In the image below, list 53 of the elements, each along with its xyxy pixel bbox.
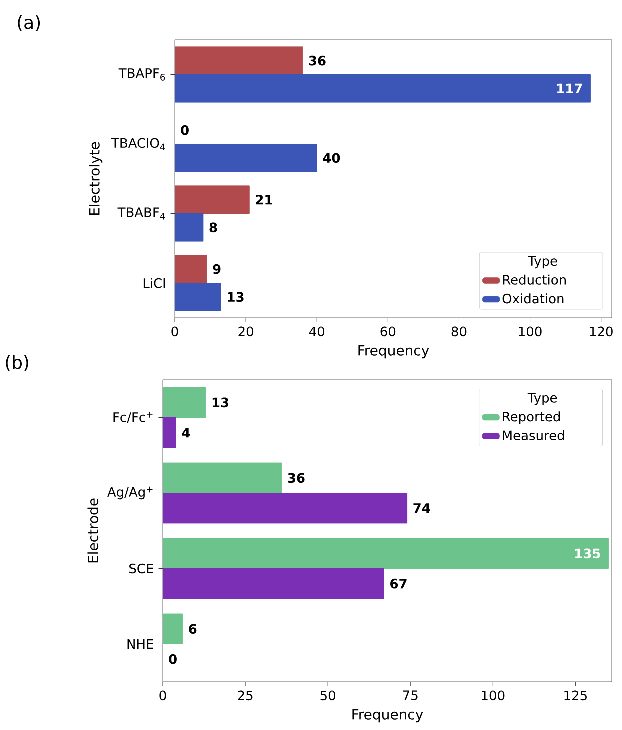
data-label: 135: [576, 548, 600, 559]
x-tick-label: 20: [238, 326, 254, 337]
data-label: 6: [189, 624, 197, 634]
x-axis-title: Frequency: [358, 345, 430, 359]
y-tick-label: TBAClO$_{4}$: [111, 138, 166, 150]
x-tick-label: 80: [452, 326, 467, 337]
x-tick-label: 25: [238, 690, 253, 701]
x-tick-label: 100: [519, 326, 542, 337]
y-tick-label: SCE: [130, 564, 154, 574]
y-axis-title: Electrolyte: [89, 142, 103, 216]
legend-label: Oxidation: [502, 294, 564, 304]
text: (b): [6, 355, 28, 372]
data-label: 13: [228, 292, 244, 302]
legend-label: Reported: [503, 412, 560, 424]
x-tick-label: 0: [172, 326, 178, 337]
data-label: 36: [288, 473, 305, 484]
data-label: 36: [309, 56, 326, 66]
data-label: 117: [557, 84, 582, 94]
y-tick-label: Ag/Ag$^{+}$: [108, 486, 153, 500]
data-label: 67: [390, 578, 407, 589]
bar: [175, 144, 318, 172]
x-tick-label: 50: [320, 690, 336, 701]
text: (a): [18, 15, 40, 32]
legend-label: Reduction: [503, 274, 566, 285]
y-tick-label: LiCl: [144, 278, 165, 288]
legend-title: Type: [528, 256, 558, 269]
data-label: 21: [256, 195, 272, 205]
x-tick-label: 0: [160, 690, 166, 701]
y-tick-label: TBAPF$_{6}$: [118, 68, 166, 81]
y-tick-label: NHE: [128, 640, 154, 649]
data-label: 13: [212, 398, 229, 408]
data-label: 8: [210, 222, 218, 233]
data-label: 9: [213, 264, 221, 274]
legend-label: Measured: [503, 430, 564, 441]
data-label: 0: [181, 125, 189, 136]
data-label: 4: [182, 428, 190, 438]
x-tick-label: 100: [482, 690, 505, 701]
x-axis-title: Frequency: [352, 709, 424, 723]
y-tick-label: Fc/Fc$^{+}$: [114, 412, 153, 424]
y-tick-label: TBABF$_{4}$: [118, 208, 166, 220]
x-tick-label: 125: [564, 690, 587, 701]
y-axis-title: Electrode: [88, 498, 99, 563]
bar: [175, 213, 204, 242]
legend-title: Type: [528, 393, 558, 406]
bar: [175, 74, 591, 103]
x-tick-label: 75: [403, 690, 418, 700]
data-label: 0: [169, 654, 177, 664]
x-tick-label: 60: [380, 326, 396, 337]
bar: [175, 282, 222, 312]
data-label: 74: [414, 504, 430, 514]
x-tick-label: 120: [590, 326, 613, 337]
data-label: 40: [323, 153, 340, 164]
x-tick-label: 40: [309, 326, 325, 337]
